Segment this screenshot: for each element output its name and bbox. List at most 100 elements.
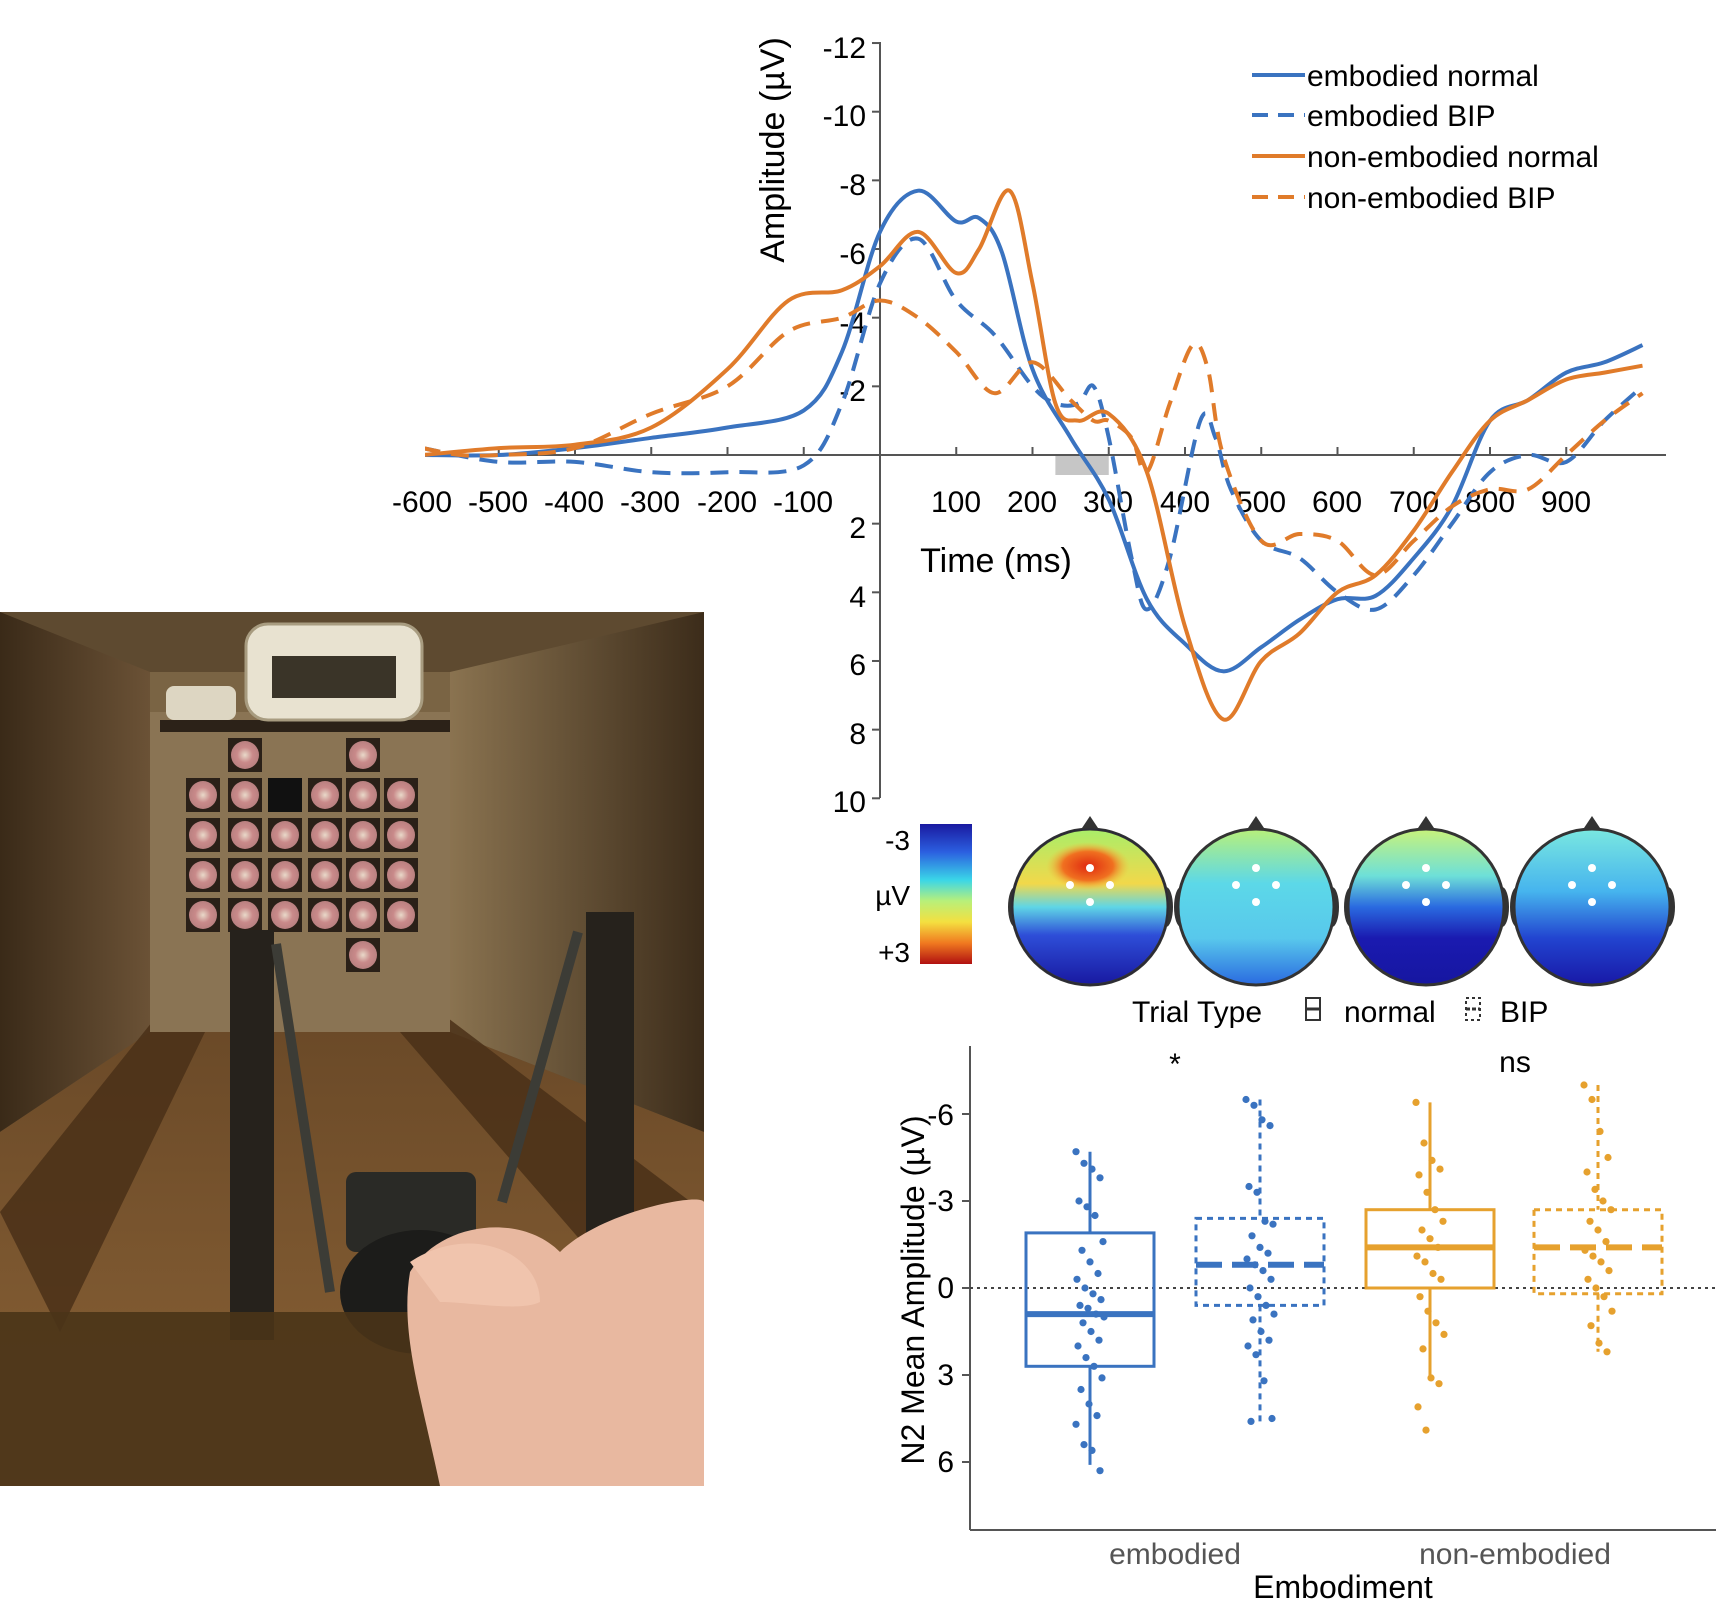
erp-xtick-label: -200: [697, 486, 757, 519]
box-data-point: [1269, 1220, 1277, 1228]
legend-label: embodied normal: [1307, 60, 1539, 93]
legend-key-normal: [1305, 997, 1321, 1021]
erp-ytick-label: 10: [833, 786, 866, 819]
legend-label: non-embodied normal: [1307, 141, 1599, 174]
legend-key-bip: [1465, 997, 1481, 1021]
legend-label: embodied BIP: [1307, 100, 1495, 133]
erp-ytick-label: -6: [839, 238, 866, 271]
box-data-point: [1072, 1420, 1080, 1428]
erp-ytick-label: 6: [849, 649, 866, 682]
box-data-point: [1264, 1249, 1272, 1257]
erp-xtick-label: 900: [1541, 486, 1591, 519]
box-data-point: [1436, 1165, 1444, 1173]
erp-xtick-label: 600: [1312, 486, 1362, 519]
box-chart: Trial Type normal BIP * ns -6 -3 0 3 6 e…: [895, 996, 1716, 1605]
vr-scene-illustration: [0, 612, 704, 1486]
box-data-point: [1600, 1293, 1608, 1301]
box-data-point: [1424, 1307, 1432, 1315]
box-data-point: [1250, 1101, 1258, 1109]
box-data-point: [1596, 1127, 1604, 1135]
box-data-point: [1415, 1171, 1423, 1179]
box-data-point: [1084, 1304, 1092, 1312]
box-data-point: [1254, 1293, 1262, 1301]
box-data-point: [1591, 1185, 1599, 1193]
box-data-point: [1079, 1319, 1087, 1327]
box-data-point: [1244, 1342, 1252, 1350]
box-legend-title: Trial Type: [1132, 996, 1262, 1029]
box-data-point: [1429, 1269, 1437, 1278]
box-data-point: [1257, 1327, 1265, 1336]
box-data-point: [1247, 1417, 1255, 1425]
box-data-point: [1588, 1095, 1596, 1104]
box-data-point: [1245, 1182, 1253, 1191]
box-data-point: [1266, 1122, 1274, 1130]
box-data-point: [1249, 1316, 1257, 1324]
box-data-point: [1426, 1235, 1434, 1243]
box-data-point: [1083, 1203, 1091, 1211]
box-category-label: embodied: [1109, 1538, 1241, 1571]
box-data-point: [1095, 1336, 1103, 1344]
box-data-point: [1096, 1174, 1104, 1182]
box-legend-bip: BIP: [1500, 996, 1548, 1029]
box-data-point: [1248, 1232, 1256, 1240]
erp-ytick-label: 2: [849, 512, 866, 545]
box-data-point: [1089, 1290, 1097, 1298]
box-ytick-label: -3: [927, 1185, 954, 1218]
box-data-point: [1261, 1217, 1269, 1225]
box-iqr: [1024, 1231, 1156, 1368]
box-data-point: [1072, 1148, 1080, 1156]
topo-map-nonembodied-bip: [1510, 816, 1675, 987]
box-ytick-label: 6: [937, 1446, 954, 1479]
box-data-point: [1602, 1238, 1610, 1246]
erp-line-non-embodied-bip: [425, 298, 1644, 578]
erp-legend: embodied normal embodied BIP non-embodie…: [1252, 60, 1599, 215]
box-data-point: [1086, 1258, 1094, 1266]
box-data-point: [1605, 1267, 1613, 1275]
box-data-point: [1432, 1319, 1440, 1327]
colorbar-min-label: -3: [885, 825, 910, 856]
erp-ytick-label: 4: [849, 581, 866, 614]
box-data-point: [1242, 1095, 1250, 1104]
box-data-point: [1100, 1313, 1108, 1321]
box-data-point: [1080, 1441, 1088, 1449]
box-data-point: [1098, 1374, 1106, 1382]
box-data-point: [1419, 1345, 1427, 1353]
box-ytick-label: 3: [937, 1359, 954, 1392]
box-data-point: [1427, 1374, 1435, 1382]
box-data-point: [1592, 1284, 1600, 1292]
box-x-axis-title: Embodiment: [1253, 1569, 1433, 1605]
topography-panel: -3 µV +3: [875, 816, 1675, 987]
box-data-point: [1608, 1307, 1616, 1315]
box-data-point: [1587, 1322, 1595, 1330]
box-data-point: [1607, 1206, 1615, 1214]
box-data-point: [1413, 1252, 1421, 1260]
box-data-point: [1082, 1354, 1090, 1362]
box-data-point: [1439, 1217, 1447, 1225]
box-data-point: [1097, 1296, 1105, 1304]
erp-xtick-label: -400: [544, 486, 604, 519]
erp-ytick-label: -2: [839, 375, 866, 408]
erp-xtick-label: 200: [1007, 486, 1057, 519]
box-data-point: [1440, 1330, 1448, 1338]
box-data-point: [1597, 1258, 1605, 1266]
box-data-point: [1422, 1426, 1430, 1434]
box-data-point: [1603, 1348, 1611, 1356]
box-data-point: [1074, 1342, 1082, 1350]
erp-line-embodied-bip: [425, 236, 1644, 612]
box-data-point: [1584, 1275, 1592, 1283]
box-data-point: [1075, 1197, 1083, 1205]
colorbar-unit-label: µV: [875, 880, 910, 911]
box-data-point: [1259, 1267, 1267, 1275]
box-ytick-label: -6: [927, 1099, 954, 1132]
box-data-point: [1085, 1400, 1093, 1408]
erp-xtick-label: -100: [773, 486, 833, 519]
box-iqr: [1532, 1208, 1664, 1296]
box-data-point: [1265, 1336, 1273, 1344]
box-data-point: [1414, 1403, 1422, 1411]
erp-line-non-embodied-normal: [425, 188, 1643, 722]
box-data-point: [1076, 1301, 1084, 1309]
box-data-point: [1077, 1385, 1085, 1394]
box-data-point: [1580, 1081, 1588, 1089]
box-data-point: [1586, 1217, 1594, 1225]
